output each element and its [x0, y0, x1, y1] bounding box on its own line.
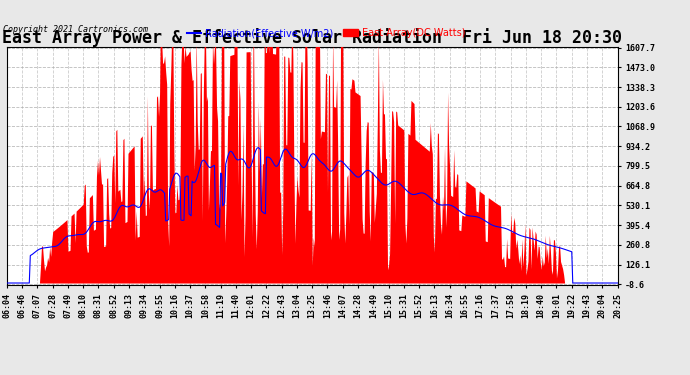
Title: East Array Power & Effective Solar Radiation  Fri Jun 18 20:30: East Array Power & Effective Solar Radia… — [2, 28, 622, 47]
Legend: Radiation(Effective W/m2), East Array(DC Watts): Radiation(Effective W/m2), East Array(DC… — [183, 24, 469, 42]
Text: Copyright 2021 Cartronics.com: Copyright 2021 Cartronics.com — [3, 25, 148, 34]
